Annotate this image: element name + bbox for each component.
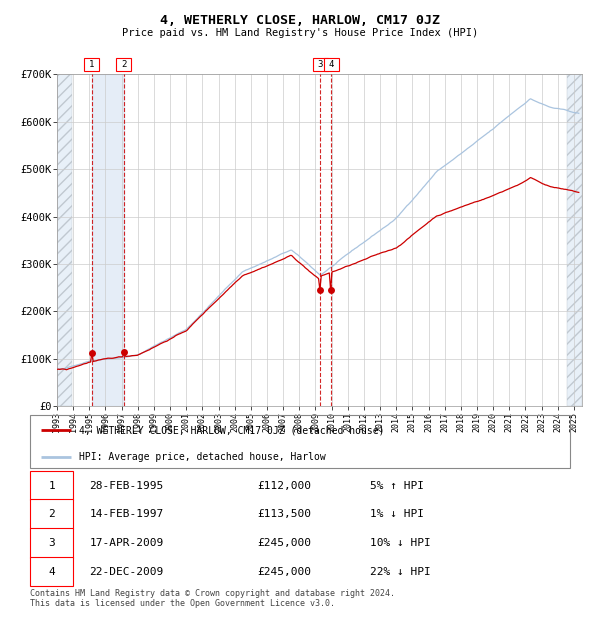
Text: £112,000: £112,000 [257,480,311,490]
Text: £113,500: £113,500 [257,509,311,519]
Text: 1% ↓ HPI: 1% ↓ HPI [370,509,424,519]
Text: 1: 1 [89,60,94,69]
Text: 2: 2 [121,60,126,69]
Text: Price paid vs. HM Land Registry's House Price Index (HPI): Price paid vs. HM Land Registry's House … [122,28,478,38]
Text: 2: 2 [48,509,55,519]
FancyBboxPatch shape [30,499,73,529]
FancyBboxPatch shape [30,471,73,500]
Text: 4, WETHERLY CLOSE, HARLOW, CM17 0JZ: 4, WETHERLY CLOSE, HARLOW, CM17 0JZ [160,14,440,27]
Text: 28-FEB-1995: 28-FEB-1995 [89,480,164,490]
Text: 1: 1 [48,480,55,490]
Text: 10% ↓ HPI: 10% ↓ HPI [370,538,431,548]
Text: HPI: Average price, detached house, Harlow: HPI: Average price, detached house, Harl… [79,451,325,461]
Text: 4: 4 [48,567,55,577]
FancyBboxPatch shape [30,557,73,587]
Text: 3: 3 [48,538,55,548]
Text: 3: 3 [317,60,323,69]
Bar [92,74,124,406]
Bar [57,74,71,406]
Text: 17-APR-2009: 17-APR-2009 [89,538,164,548]
Text: £245,000: £245,000 [257,567,311,577]
Text: 4, WETHERLY CLOSE, HARLOW, CM17 0JZ (detached house): 4, WETHERLY CLOSE, HARLOW, CM17 0JZ (det… [79,425,384,435]
Text: £245,000: £245,000 [257,538,311,548]
Text: 4: 4 [328,60,334,69]
Text: Contains HM Land Registry data © Crown copyright and database right 2024.
This d: Contains HM Land Registry data © Crown c… [30,589,395,608]
Text: 5% ↑ HPI: 5% ↑ HPI [370,480,424,490]
Bar [568,74,582,406]
Text: 22-DEC-2009: 22-DEC-2009 [89,567,164,577]
Text: 14-FEB-1997: 14-FEB-1997 [89,509,164,519]
FancyBboxPatch shape [30,528,73,558]
Text: 22% ↓ HPI: 22% ↓ HPI [370,567,431,577]
